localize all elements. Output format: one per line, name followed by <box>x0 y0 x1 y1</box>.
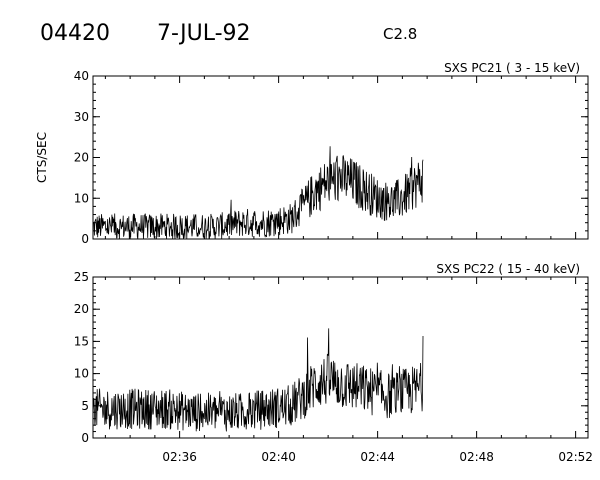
y-tick-label: 10 <box>74 191 89 205</box>
y-tick-label: 10 <box>74 367 89 381</box>
plot-frame <box>92 276 589 439</box>
y-tick-label: 25 <box>74 270 89 284</box>
y-tick-label: 0 <box>81 431 89 445</box>
y-tick-label: 30 <box>74 110 89 124</box>
y-tick-label: 40 <box>74 69 89 83</box>
series-line-1 <box>92 146 424 240</box>
event-date: 7-JUL-92 <box>157 21 251 46</box>
event-id: 04420 <box>40 21 110 46</box>
y-tick-label: 0 <box>81 232 89 246</box>
y-tick-label: 5 <box>81 399 89 413</box>
x-tick-label: 02:48 <box>459 450 494 464</box>
series-line-1 <box>92 328 424 432</box>
panel-2: SXS PC22 ( 15 - 40 keV) 0 5 10 15 20 25 02:36 02… <box>74 262 593 464</box>
x-tick-label: 02:36 <box>162 450 197 464</box>
panel-1: SXS PC21 ( 3 - 15 keV) 0 10 20 30 40 CTS/SEC <box>35 61 589 246</box>
y-tick-label: 20 <box>74 302 89 316</box>
flare-class: C2.8 <box>383 25 417 43</box>
panel-title: SXS PC21 ( 3 - 15 keV) <box>444 61 580 75</box>
panel-title: SXS PC22 ( 15 - 40 keV) <box>436 262 580 276</box>
plot-panels: SXS PC21 ( 3 - 15 keV)010203040CTS/SECSX… <box>35 61 593 464</box>
y-axis-label: CTS/SEC <box>35 132 49 183</box>
x-tick-label: 02:40 <box>261 450 296 464</box>
y-tick-label: 15 <box>74 334 89 348</box>
y-tick-label: 20 <box>74 151 89 165</box>
x-tick-label: 02:44 <box>360 450 395 464</box>
x-tick-label: 02:52 <box>558 450 593 464</box>
